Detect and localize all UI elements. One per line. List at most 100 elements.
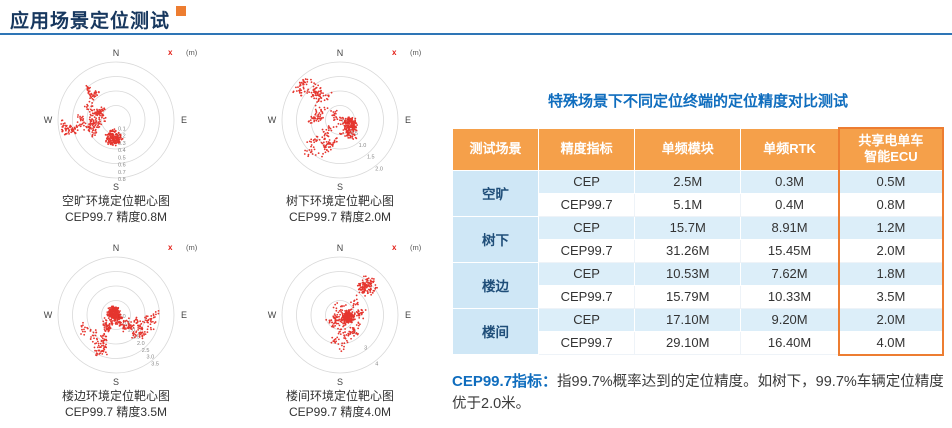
metric-cell: CEP (538, 169, 636, 194)
radial-tick-label: 3.5 (151, 362, 159, 368)
value-cell: 0.5M (837, 169, 945, 194)
radial-tick-label: 2.0 (137, 341, 145, 347)
radial-tick-label: 0.1 (118, 126, 126, 132)
polar-grid-ring (57, 61, 175, 179)
compass-label-n: N (337, 243, 344, 253)
radial-tick-label: 0.6 (118, 163, 126, 169)
value-cell: 10.33M (740, 284, 840, 309)
value-cell: 10.53M (634, 261, 742, 286)
compass-label-s: S (113, 377, 119, 387)
compass-label-s: S (337, 182, 343, 192)
table-row: 楼间 CEP 17.10M 9.20M 2.0M (451, 307, 945, 355)
polar-grid-ring (281, 256, 399, 374)
value-cell: 9.20M (740, 307, 840, 332)
radial-tick-label: 0.2 (118, 134, 126, 140)
polar-grid-ring (101, 300, 131, 330)
radial-tick-label: 0.4 (118, 148, 126, 154)
value-cell: 0.8M (837, 192, 945, 217)
compass-label-e: E (181, 115, 187, 125)
polar-grid-ring (310, 285, 370, 345)
unit-label: (m) (186, 243, 198, 252)
chart-caption-scene: 楼边环境定位靶心图 (61, 389, 170, 403)
compass-label-n: N (337, 48, 344, 58)
column-header-line: 测试场景 (469, 140, 522, 156)
metric-cell: CEP99.7 (538, 192, 636, 217)
value-cell: 17.10M (634, 307, 742, 332)
chart-caption-accuracy: CEP99.7 精度2.0M (288, 209, 392, 224)
page-title: 应用场景定位测试 (10, 11, 171, 32)
polar-grid-ring (281, 61, 399, 179)
polar-grid-ring (72, 271, 160, 359)
scene-cell: 楼间 (451, 307, 540, 355)
value-cell: 2.0M (837, 307, 945, 332)
chart-caption: 空旷环境定位靶心图 CEP99.7 精度0.8M (4, 194, 228, 225)
right-panel: 特殊场景下不同定位终端的定位精度对比测试 测试场景 精度指标 单频模块 单频RTK 共享… (451, 38, 945, 416)
radial-tick-label: 2.0 (375, 167, 383, 173)
radial-tick-label: 0.5 (123, 321, 131, 327)
cep-note-label: CEP99.7指标： (452, 372, 558, 390)
chart-caption-scene: 树下环境定位靶心图 (285, 194, 394, 208)
polar-chart-3: NESWx(m)0.00.51.01.52.02.53.03.5楼边环境定位靶心… (4, 233, 228, 428)
table-title: 特殊场景下不同定位终端的定位精度对比测试 (547, 93, 848, 110)
cep-note: CEP99.7指标：指99.7%概率达到的定位精度。如树下，99.7%车辆定位精… (452, 370, 944, 416)
radial-tick-label: 0.3 (118, 141, 126, 147)
header-divider (0, 33, 952, 35)
accuracy-comparison-table: 测试场景 精度指标 单频模块 单频RTK 共享电单车 智能ECU 空旷 CEP 2.5M 0.3M… (451, 127, 945, 356)
page-header: 应用场景定位测试 (10, 6, 187, 33)
chart-caption-accuracy: CEP99.7 精度3.5M (64, 404, 168, 419)
radial-tick-label: 1.0 (359, 143, 367, 149)
compass-label-e: E (181, 310, 187, 320)
value-cell: 31.26M (634, 238, 742, 263)
radial-tick-label: 4 (375, 362, 378, 368)
metric-cell: CEP99.7 (538, 284, 636, 309)
radial-tick-label: 3.0 (147, 355, 155, 361)
title-accent-square (176, 6, 187, 16)
chart-caption-scene: 楼间环境定位靶心图 (285, 389, 394, 403)
metric-cell: CEP (538, 215, 636, 240)
column-header-line: 智能ECU (864, 149, 918, 165)
value-cell: 1.8M (837, 261, 945, 286)
value-cell: 0.3M (740, 169, 840, 194)
column-header-4: 单频RTK (740, 127, 840, 171)
compass-label-e: E (405, 310, 411, 320)
value-cell: 1.2M (837, 215, 945, 240)
polar-grid-ring (296, 271, 384, 359)
compass-label-w: W (44, 115, 53, 125)
value-cell: 8.91M (740, 215, 840, 240)
value-cell: 0.4M (740, 192, 840, 217)
column-header-1: 测试场景 (451, 127, 540, 171)
table-row: CEP99.7 29.10M 16.40M 4.0M (453, 330, 945, 356)
scene-cell: 树下 (451, 215, 540, 263)
unit-label: (m) (410, 48, 422, 57)
radial-tick-label: 3 (364, 346, 367, 352)
compass-label-e: E (405, 115, 411, 125)
radial-tick-label: 1.5 (132, 334, 140, 340)
table-row: CEP99.7 5.1M 0.4M 0.8M (453, 192, 945, 217)
compass-label-s: S (337, 377, 343, 387)
metric-cell: CEP (538, 261, 636, 286)
scatter-points (60, 84, 124, 147)
polar-grid-ring (72, 76, 160, 164)
legend-marker-x: x (168, 243, 173, 252)
metric-cell: CEP (538, 307, 636, 332)
scatter-points (80, 305, 160, 357)
polar-chart-svg: N E S Wx (m) 0.1 0.20.30.40.5 0.60.70.8 (44, 48, 198, 192)
radial-tick-label: 2.5 (142, 348, 150, 354)
scatter-points (325, 275, 378, 353)
metric-cell: CEP99.7 (538, 238, 636, 263)
value-cell: 15.45M (740, 238, 840, 263)
value-cell: 2.5M (634, 169, 742, 194)
polar-grid-ring (86, 90, 146, 150)
radial-tick-label: 0.7 (118, 170, 126, 176)
polar-grid-ring (296, 76, 384, 164)
legend-marker-x: x (392, 243, 397, 252)
compass-label-n: N (113, 243, 120, 253)
value-cell: 29.10M (634, 330, 742, 355)
value-cell: 16.40M (740, 330, 840, 355)
chart-caption-accuracy: CEP99.7 精度0.8M (64, 209, 168, 224)
compass-label-w: W (268, 115, 277, 125)
